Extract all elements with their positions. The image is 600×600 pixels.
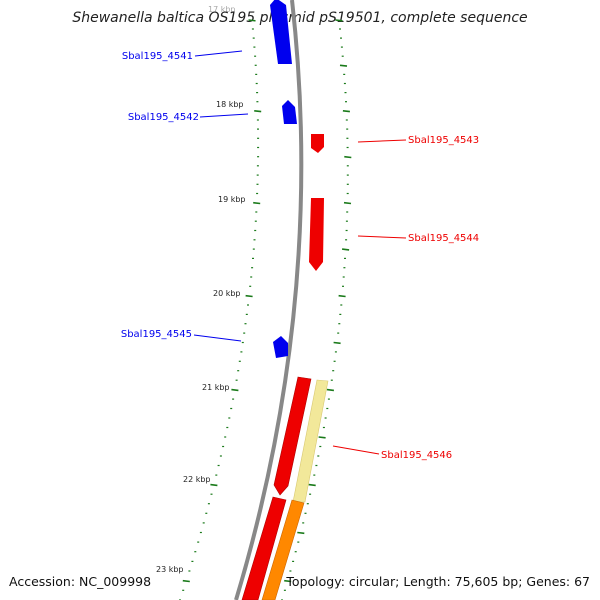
inner-ring-tick — [254, 110, 262, 113]
scale-label-18kbp: 18 kbp — [216, 100, 244, 109]
map-title: Shewanella baltica OS195 plasmid pS19501… — [72, 10, 527, 26]
inner-ring-tick — [245, 294, 253, 298]
gene-label-sbal195-4543[interactable]: Sbal195_4543 — [408, 135, 479, 146]
outer-ring-tick — [297, 531, 305, 535]
outer-ring-tick — [318, 436, 326, 439]
scale-label-20kbp: 20 kbp — [213, 289, 241, 298]
backbone-arc — [234, 0, 304, 600]
inner-ring-tick — [248, 19, 256, 22]
outer-ring-tick — [342, 110, 350, 113]
gene-sbal195-4545[interactable] — [273, 336, 288, 358]
leader-sbal195-4546 — [332, 445, 380, 455]
leader-lines — [193, 50, 407, 455]
scale-label-partial: 17 kbp — [208, 5, 236, 14]
leader-sbal195-4542 — [199, 113, 249, 118]
outer-ring-tick — [338, 294, 346, 298]
gene-sbal195-4541[interactable] — [270, 0, 292, 64]
inner-ring-tick — [210, 483, 218, 487]
scale-label-21kbp: 21 kbp — [202, 383, 230, 392]
scale-label-22kbp: 22 kbp — [183, 475, 211, 484]
scale-label-23kbp: 23 kbp — [156, 565, 184, 574]
gene-sbal195-4544[interactable] — [309, 198, 324, 271]
scale-label-19kbp: 19 kbp — [218, 195, 246, 204]
summary-text: Topology: circular; Length: 75,605 bp; G… — [285, 574, 590, 589]
gene-label-sbal195-4544[interactable]: Sbal195_4544 — [408, 233, 479, 244]
cds-orange[interactable] — [261, 499, 305, 600]
gene-sbal195-4546[interactable] — [273, 376, 312, 496]
gene-label-sbal195-4546[interactable]: Sbal195_4546 — [381, 450, 452, 461]
leader-sbal195-4541 — [194, 50, 243, 57]
gene-sbal195-4542[interactable] — [282, 100, 297, 124]
gene-sbal195-4543[interactable] — [311, 134, 324, 153]
gene-label-sbal195-4542[interactable]: Sbal195_4542 — [128, 112, 199, 123]
inner-ring-tick — [231, 388, 239, 392]
outer-ring-tick — [335, 19, 343, 22]
leader-sbal195-4545 — [193, 334, 242, 342]
highlight-band — [292, 379, 329, 503]
leader-sbal195-4544 — [357, 235, 407, 239]
outer-ring-tick — [284, 579, 292, 583]
gene-label-sbal195-4541[interactable]: Sbal195_4541 — [122, 51, 193, 62]
outer-ring-tick — [342, 248, 350, 251]
inner-ring-tick — [182, 579, 190, 583]
outer-ring-tick — [326, 388, 334, 392]
gene-lower-red[interactable] — [241, 496, 287, 600]
outer-ring-tick — [343, 201, 352, 205]
outer-ring-tick — [339, 64, 348, 67]
outer-ring-tick — [308, 483, 316, 487]
tick-rings — [179, 19, 352, 600]
accession-text: Accession: NC_009998 — [9, 574, 151, 589]
gene-label-sbal195-4545[interactable]: Sbal195_4545 — [121, 329, 192, 340]
outer-ring-tick — [344, 155, 352, 159]
outer-ring-tick — [333, 341, 341, 345]
inner-ring-tick — [253, 201, 261, 205]
leader-sbal195-4543 — [357, 139, 407, 143]
